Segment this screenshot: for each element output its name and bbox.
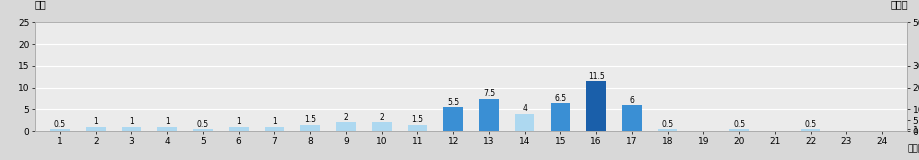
Text: 降水鈇: 降水鈇 bbox=[890, 0, 907, 9]
Bar bbox=[621, 105, 641, 131]
Bar bbox=[371, 123, 391, 131]
Bar bbox=[193, 129, 212, 131]
Text: 2: 2 bbox=[379, 113, 383, 122]
Text: 0.5: 0.5 bbox=[661, 120, 673, 129]
Bar bbox=[550, 103, 570, 131]
Bar bbox=[300, 125, 320, 131]
Bar bbox=[479, 99, 498, 131]
Text: 1.5: 1.5 bbox=[304, 115, 316, 124]
Text: 1: 1 bbox=[93, 117, 98, 127]
Text: 1.5: 1.5 bbox=[411, 115, 423, 124]
Bar bbox=[729, 129, 748, 131]
Bar bbox=[800, 129, 820, 131]
Text: 4: 4 bbox=[522, 104, 527, 113]
Text: 気温: 気温 bbox=[34, 0, 46, 9]
Text: 11.5: 11.5 bbox=[587, 72, 604, 81]
Bar bbox=[121, 127, 142, 131]
Text: 0.5: 0.5 bbox=[804, 120, 816, 129]
Text: 2: 2 bbox=[343, 113, 348, 122]
Bar bbox=[85, 127, 106, 131]
Bar bbox=[157, 127, 176, 131]
Bar bbox=[657, 129, 676, 131]
Text: 7.5: 7.5 bbox=[482, 89, 494, 98]
Text: 0.5: 0.5 bbox=[732, 120, 744, 129]
Bar bbox=[585, 81, 606, 131]
Text: 1: 1 bbox=[236, 117, 241, 127]
Bar bbox=[335, 123, 356, 131]
Bar bbox=[515, 114, 534, 131]
Bar bbox=[443, 107, 462, 131]
Bar bbox=[265, 127, 284, 131]
Text: 5.5: 5.5 bbox=[447, 98, 459, 107]
Bar bbox=[51, 129, 70, 131]
Text: 0.5: 0.5 bbox=[197, 120, 209, 129]
Bar bbox=[407, 125, 426, 131]
Text: 1: 1 bbox=[165, 117, 169, 127]
Text: 1: 1 bbox=[272, 117, 277, 127]
Text: 6: 6 bbox=[629, 96, 633, 105]
Bar bbox=[229, 127, 248, 131]
Text: 6.5: 6.5 bbox=[554, 94, 566, 103]
Text: 1: 1 bbox=[129, 117, 133, 127]
Text: 0.5: 0.5 bbox=[54, 120, 66, 129]
Text: （時）: （時） bbox=[906, 145, 919, 154]
